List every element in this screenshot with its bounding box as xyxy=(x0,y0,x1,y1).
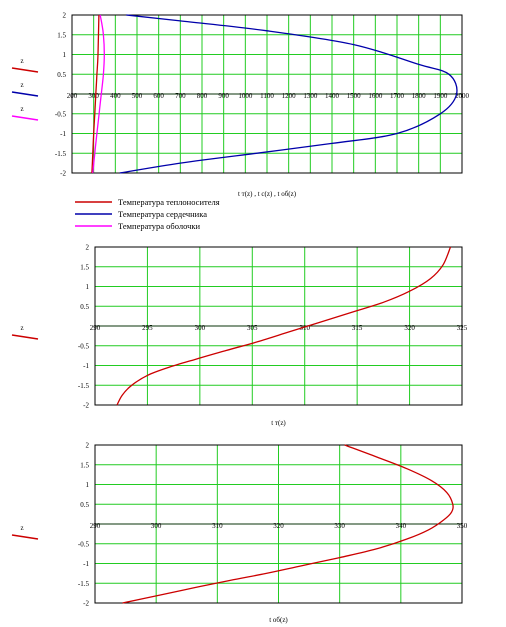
x-tick-label: 320 xyxy=(404,324,415,332)
series-line xyxy=(91,14,100,174)
y-tick-label: -0.5 xyxy=(55,110,67,118)
y-axis-label: z xyxy=(20,105,23,113)
y-tick-label: 0.5 xyxy=(80,501,89,509)
y-tick-label: -1 xyxy=(83,560,89,568)
x-tick-label: 1900 xyxy=(433,92,448,100)
y-axis-label: z xyxy=(20,81,23,89)
y-tick-label: -2 xyxy=(83,600,89,608)
y-axis-series-marker xyxy=(11,534,39,540)
y-tick-label: 1.5 xyxy=(57,31,66,39)
x-tick-label: 295 xyxy=(142,324,153,332)
x-tick-label: 600 xyxy=(153,92,164,100)
x-tick-label: 1300 xyxy=(303,92,318,100)
y-tick-label: 0.5 xyxy=(57,71,66,79)
y-tick-label: -1.5 xyxy=(55,150,67,158)
y-axis-label: z xyxy=(20,524,23,532)
chart-2: 290 295 300 305 310 315 320 325 -2 -1.5 -1 -0.5 0.5 1… xyxy=(11,244,468,427)
series-line xyxy=(116,246,452,406)
x-tick-label: 290 xyxy=(90,324,101,332)
y-tick-label: 2 xyxy=(63,12,67,20)
x-tick-label: 400 xyxy=(110,92,121,100)
y-tick-label: 1 xyxy=(86,481,90,489)
x-tick-label: 315 xyxy=(352,324,363,332)
y-tick-label: -1.5 xyxy=(78,580,90,588)
x-tick-label: 310 xyxy=(299,324,310,332)
y-tick-label: 1.5 xyxy=(80,461,89,469)
y-tick-label: -1 xyxy=(83,362,89,370)
y-tick-label: 1 xyxy=(63,51,67,59)
x-axis-label: t т(z) xyxy=(271,419,286,427)
x-tick-label: 305 xyxy=(247,324,258,332)
x-tick-label: 350 xyxy=(457,522,468,530)
x-tick-label: 900 xyxy=(218,92,229,100)
x-tick-label: 1500 xyxy=(347,92,362,100)
y-tick-label: 0.5 xyxy=(80,303,89,311)
y-axis-series-marker xyxy=(11,115,39,121)
y-tick-label: -2 xyxy=(60,170,66,178)
x-tick-label: 330 xyxy=(334,522,345,530)
chart-1: 200 300 400 500 600 700 800 900 1000 1100 1200 1300… xyxy=(11,12,470,231)
x-tick-label: 300 xyxy=(195,324,206,332)
x-axis-label: t т(z) , t c(z) , t об(z) xyxy=(238,190,297,198)
chart-3: 290 300 310 320 330 340 350 -2 -1.5 -1 -0.5 0.5 1 1.5… xyxy=(11,442,468,624)
x-tick-label: 1600 xyxy=(368,92,383,100)
x-tick-label: 340 xyxy=(396,522,407,530)
y-tick-label: -0.5 xyxy=(78,342,90,350)
x-tick-label: 1000 xyxy=(238,92,253,100)
x-tick-label: 1700 xyxy=(390,92,405,100)
x-tick-label: 500 xyxy=(132,92,143,100)
y-tick-label: -1 xyxy=(60,130,66,138)
legend-entry: Температура сердечника xyxy=(118,209,207,219)
x-tick-label: 300 xyxy=(88,92,99,100)
y-tick-label: 1.5 xyxy=(80,263,89,271)
y-tick-label: 2 xyxy=(86,442,90,450)
legend: Температура теплоносителя Температура сер… xyxy=(75,197,220,231)
y-axis-label: z xyxy=(20,57,23,65)
y-tick-label: -1.5 xyxy=(78,382,90,390)
x-tick-label: 800 xyxy=(197,92,208,100)
series-line xyxy=(122,444,454,604)
y-tick-label: -0.5 xyxy=(78,540,90,548)
y-axis-series-marker xyxy=(11,67,39,73)
x-tick-label: 300 xyxy=(151,522,162,530)
x-tick-label: 325 xyxy=(457,324,468,332)
x-tick-label: 1400 xyxy=(325,92,340,100)
legend-entry: Температура теплоносителя xyxy=(118,197,220,207)
x-tick-label: 1100 xyxy=(260,92,274,100)
x-tick-label: 1800 xyxy=(412,92,427,100)
x-tick-label: 290 xyxy=(90,522,101,530)
y-axis-series-marker xyxy=(11,91,39,97)
y-tick-label: -2 xyxy=(83,402,89,410)
y-tick-label: 2 xyxy=(86,244,90,252)
series-line xyxy=(119,14,458,174)
series-line xyxy=(92,14,105,174)
x-tick-label: 2000 xyxy=(455,92,470,100)
x-axis-label: t об(z) xyxy=(269,616,288,624)
x-tick-label: 1200 xyxy=(282,92,297,100)
y-axis-series-marker xyxy=(11,334,39,340)
legend-entry: Температура оболочки xyxy=(118,221,201,231)
y-axis-label: z xyxy=(20,324,23,332)
y-tick-label: 1 xyxy=(86,283,90,291)
x-tick-label: 310 xyxy=(212,522,223,530)
x-tick-label: 320 xyxy=(273,522,284,530)
x-tick-label: 700 xyxy=(175,92,186,100)
x-tick-label: 200 xyxy=(67,92,78,100)
